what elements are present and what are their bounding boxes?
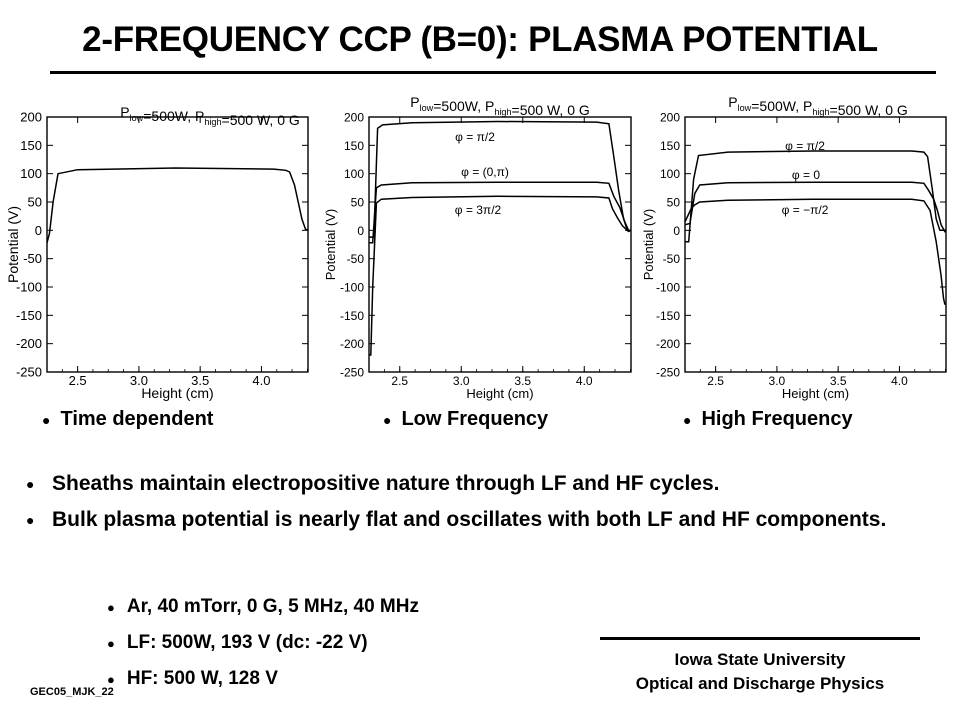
y-axis-label: Potential (V): [641, 209, 656, 281]
x-axis-label: Height (cm): [782, 386, 849, 401]
y-tick-label: 0: [673, 224, 680, 238]
x-tick-label: 2.5: [391, 374, 408, 388]
y-tick-label: 200: [344, 111, 364, 125]
caption-low-frequency: ● Low Frequency: [383, 408, 549, 430]
institution-group: Optical and Discharge Physics: [635, 674, 885, 693]
x-axis-label: Height (cm): [466, 386, 533, 401]
series-label: φ = π/2: [455, 130, 495, 144]
y-tick-label: 0: [35, 223, 42, 238]
y-tick-label: -250: [656, 366, 680, 380]
bullet-icon: ●: [26, 512, 35, 528]
institution-block: Iowa State University Optical and Discha…: [590, 648, 930, 696]
series-line: [369, 181, 631, 244]
x-axis-label: Height (cm): [141, 385, 213, 401]
x-tick-label: 3.0: [769, 374, 786, 388]
bullet-icon: ●: [26, 476, 35, 492]
series-line: [46, 167, 309, 243]
condition-item: ● Ar, 40 mTorr, 0 G, 5 MHz, 40 MHz: [107, 596, 419, 617]
slide-id: GEC05_MJK_22: [30, 686, 114, 698]
plot-frame: [46, 116, 309, 373]
y-tick-label: -200: [340, 337, 364, 351]
title-rule: [50, 71, 936, 74]
y-tick-label: 200: [20, 110, 42, 125]
x-tick-label: 2.5: [707, 374, 724, 388]
x-tick-label: 3.5: [191, 373, 209, 388]
x-tick-label: 3.5: [830, 374, 847, 388]
bullet-icon: ●: [107, 600, 115, 615]
y-tick-label: -250: [16, 365, 42, 380]
bullet-bulk-plasma: ● Bulk plasma potential is nearly flat a…: [26, 506, 946, 534]
y-tick-label: 0: [357, 224, 364, 238]
y-tick-label: 100: [344, 167, 364, 181]
series-label: φ = 3π/2: [455, 203, 502, 217]
x-tick-label: 2.5: [69, 373, 87, 388]
bullet-icon: ●: [107, 672, 115, 687]
conditions-list: ● Ar, 40 mTorr, 0 G, 5 MHz, 40 MHz ● LF: 5…: [107, 594, 419, 702]
y-tick-label: -100: [656, 281, 680, 295]
y-axis-label: Potential (V): [5, 206, 21, 283]
plot-frame: [684, 116, 947, 373]
series-label: φ = π/2: [785, 139, 825, 153]
y-tick-label: 150: [660, 139, 680, 153]
y-tick-label: -200: [656, 337, 680, 351]
series-line: [369, 120, 631, 238]
y-tick-label: 100: [20, 166, 42, 181]
main-bullets: ● Sheaths maintain electropositive natur…: [26, 470, 946, 542]
bullet-icon: ●: [383, 411, 392, 428]
series-line: [369, 195, 632, 356]
y-tick-label: 50: [28, 195, 42, 210]
y-tick-label: 150: [344, 139, 364, 153]
chart-title: Plow=500W, Phigh=500 W, 0 G: [728, 94, 908, 118]
y-tick-label: -100: [340, 281, 364, 295]
y-tick-label: -200: [16, 336, 42, 351]
bullet-icon: ●: [683, 411, 692, 428]
caption-time-dependent: ● Time dependent: [42, 408, 214, 430]
y-tick-label: -100: [16, 280, 42, 295]
y-tick-label: -150: [656, 309, 680, 323]
y-axis-label: Potential (V): [323, 209, 338, 281]
caption-high-frequency: ● High Frequency: [683, 408, 853, 430]
series-line: [684, 181, 947, 233]
y-tick-label: 50: [351, 196, 365, 210]
y-tick-label: 100: [660, 167, 680, 181]
condition-item: ● LF: 500W, 193 V (dc: -22 V): [107, 632, 368, 653]
y-tick-label: -150: [16, 308, 42, 323]
x-tick-label: 4.0: [576, 374, 593, 388]
x-tick-label: 4.0: [252, 373, 270, 388]
y-tick-label: -50: [663, 252, 681, 266]
series-line: [684, 198, 946, 305]
y-tick-label: -250: [340, 366, 364, 380]
institution-rule: [600, 637, 920, 640]
y-tick-label: 50: [667, 196, 681, 210]
condition-item: ● HF: 500 W, 128 V: [107, 668, 278, 689]
y-tick-label: -50: [347, 252, 365, 266]
chart-title: Plow=500W, Phigh=500 W, 0 G: [120, 104, 300, 128]
plot-frame: [368, 116, 632, 373]
bullet-text: Bulk plasma potential is nearly flat and…: [52, 508, 887, 531]
y-tick-label: 200: [660, 111, 680, 125]
x-tick-label: 4.0: [891, 374, 908, 388]
x-tick-label: 3.0: [453, 374, 470, 388]
bullet-sheaths: ● Sheaths maintain electropositive natur…: [26, 470, 946, 498]
bullet-icon: ●: [42, 411, 51, 428]
series-label: φ = 0: [792, 168, 820, 182]
y-tick-label: -150: [340, 309, 364, 323]
chart-title: Plow=500W, Phigh=500 W, 0 G: [410, 94, 590, 118]
series-line: [685, 150, 946, 243]
y-tick-label: 150: [20, 138, 42, 153]
institution-name: Iowa State University: [674, 650, 846, 669]
bullet-icon: ●: [107, 636, 115, 651]
y-tick-label: -50: [23, 251, 42, 266]
series-label: φ = −π/2: [782, 203, 829, 217]
x-tick-label: 3.0: [130, 373, 148, 388]
slide-title: 2-FREQUENCY CCP (B=0): PLASMA POTENTIAL: [82, 20, 878, 59]
x-tick-label: 3.5: [514, 374, 531, 388]
series-label: φ = (0,π): [461, 165, 509, 179]
bullet-text: Sheaths maintain electropositive nature …: [52, 472, 720, 495]
